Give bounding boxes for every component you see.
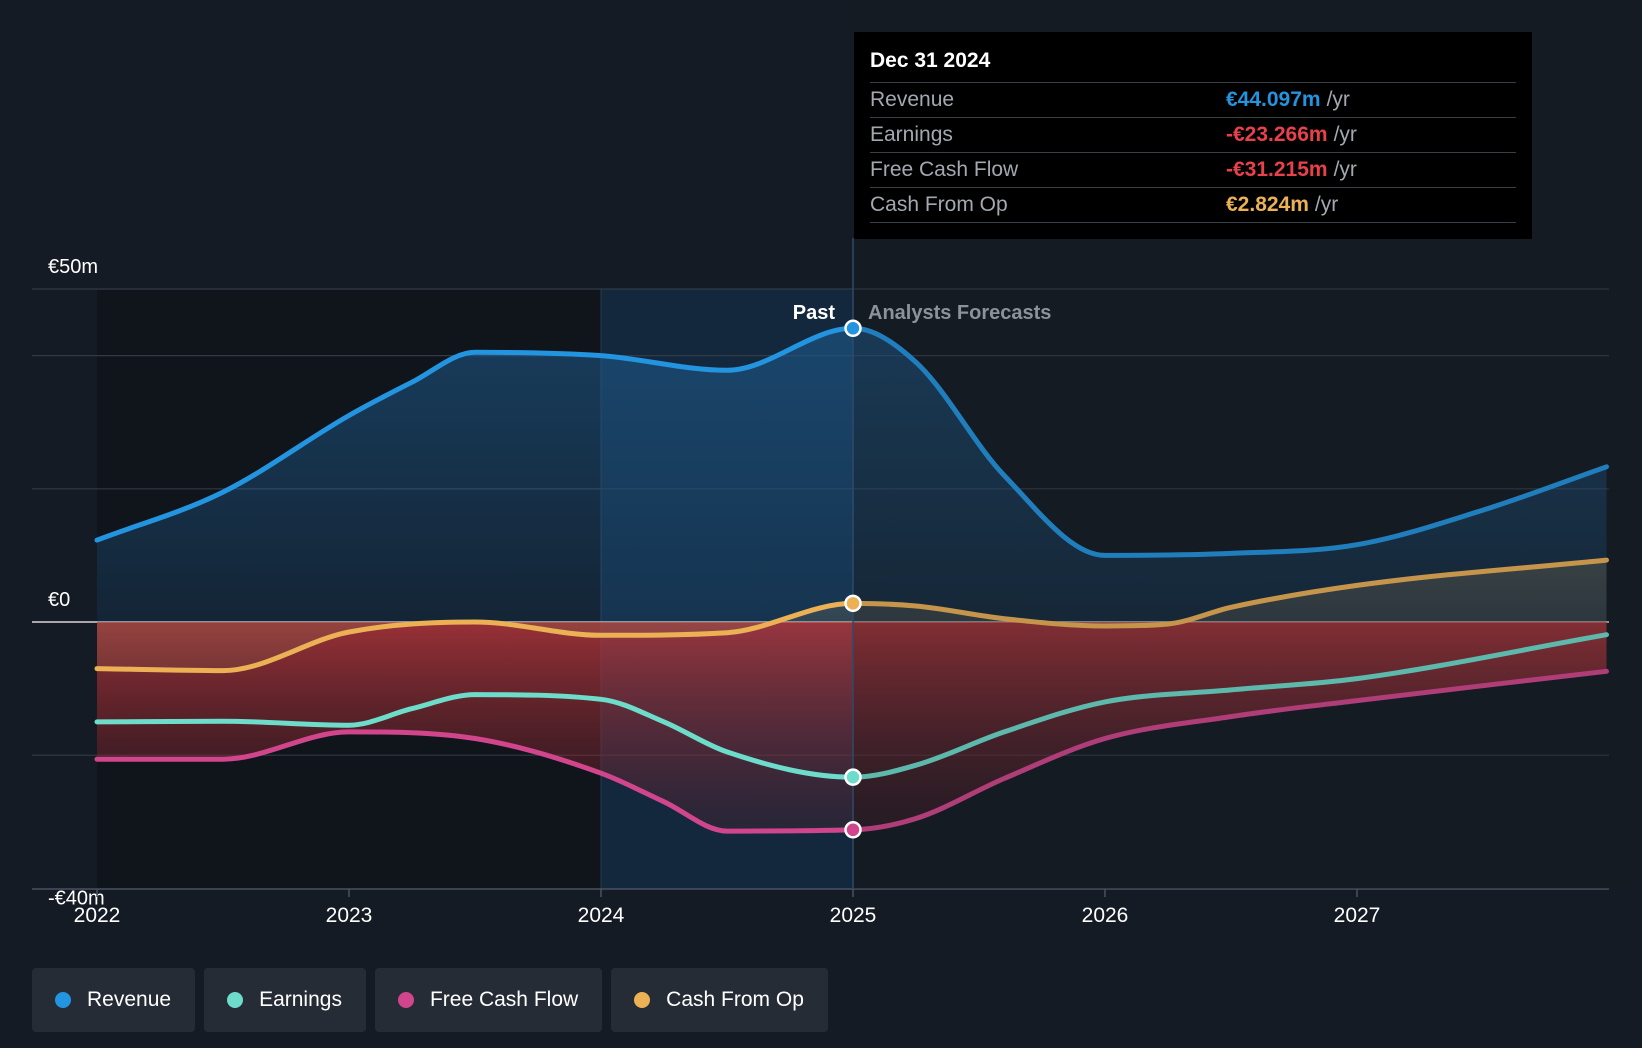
- tooltip-row-revenue: Revenue €44.097m /yr: [870, 82, 1516, 117]
- x-tick-label: 2026: [1082, 904, 1129, 927]
- earnings-marker: [844, 768, 862, 786]
- legend-dot-icon: [634, 992, 651, 1008]
- tooltip-unit: /yr: [1333, 123, 1357, 146]
- fcf-marker: [844, 821, 862, 839]
- cash-from-op-area: [97, 560, 1607, 671]
- legend-item-revenue[interactable]: Revenue: [32, 968, 196, 1032]
- tooltip-row-cash-from-op: Cash From Op €2.824m /yr: [870, 187, 1516, 223]
- loss-area: [97, 622, 1607, 832]
- x-tick-label: 2027: [1334, 904, 1381, 927]
- legend-item-earnings[interactable]: Earnings: [204, 968, 366, 1032]
- earnings-line: [94, 632, 1609, 780]
- x-tick-label: 2023: [326, 904, 373, 927]
- tooltip-unit: /yr: [1326, 88, 1350, 111]
- tooltip-label: Free Cash Flow: [870, 158, 1019, 181]
- tooltip-value: €44.097m: [1226, 88, 1321, 111]
- revenue-area: [97, 328, 1607, 622]
- x-tick-label: 2022: [74, 904, 121, 927]
- tooltip-value: €2.824m: [1226, 193, 1309, 216]
- fcf-line: [94, 668, 1609, 834]
- tooltip-date: Dec 31 2024: [870, 49, 991, 72]
- tooltip-unit: /yr: [1314, 193, 1339, 216]
- tooltip-label: Cash From Op: [870, 193, 1008, 216]
- past-label: Past: [793, 302, 836, 324]
- legend-item-cash-from-op[interactable]: Cash From Op: [611, 968, 828, 1032]
- legend-dot-icon: [227, 992, 244, 1008]
- tooltip-row-earnings: Earnings -€23.266m /yr: [870, 117, 1516, 152]
- x-tick-label: 2025: [830, 904, 877, 927]
- tooltip-unit: /yr: [1333, 158, 1357, 181]
- legend-label: Cash From Op: [666, 988, 804, 1011]
- legend-item-free-cash-flow[interactable]: Free Cash Flow: [374, 968, 603, 1032]
- cfo-marker: [844, 594, 862, 613]
- legend-dot-icon: [397, 992, 414, 1008]
- tooltip-panel: Dec 31 2024 Revenue €44.097m /yr Earning…: [854, 32, 1532, 239]
- forecast-label: Analysts Forecasts: [868, 302, 1051, 324]
- legend-label: Free Cash Flow: [429, 988, 579, 1011]
- revenue-marker: [844, 319, 862, 338]
- y-tick-label: €50m: [48, 256, 98, 278]
- y-tick-label: -€40m: [48, 887, 105, 909]
- legend-dot-icon: [55, 992, 71, 1008]
- legend: Revenue Earnings Free Cash Flow Cash Fro…: [32, 968, 828, 1032]
- tooltip-row-free-cash-flow: Free Cash Flow -€31.215m /yr: [870, 152, 1516, 187]
- legend-label: Earnings: [259, 988, 342, 1011]
- tooltip-value: -€23.266m: [1226, 123, 1328, 146]
- legend-label: Revenue: [87, 988, 172, 1011]
- y-tick-label: €0: [48, 589, 70, 611]
- tooltip-label: Earnings: [870, 123, 953, 146]
- x-tick-label: 2024: [578, 904, 625, 927]
- tooltip-value: -€31.215m: [1226, 158, 1328, 181]
- tooltip-label: Revenue: [870, 88, 955, 111]
